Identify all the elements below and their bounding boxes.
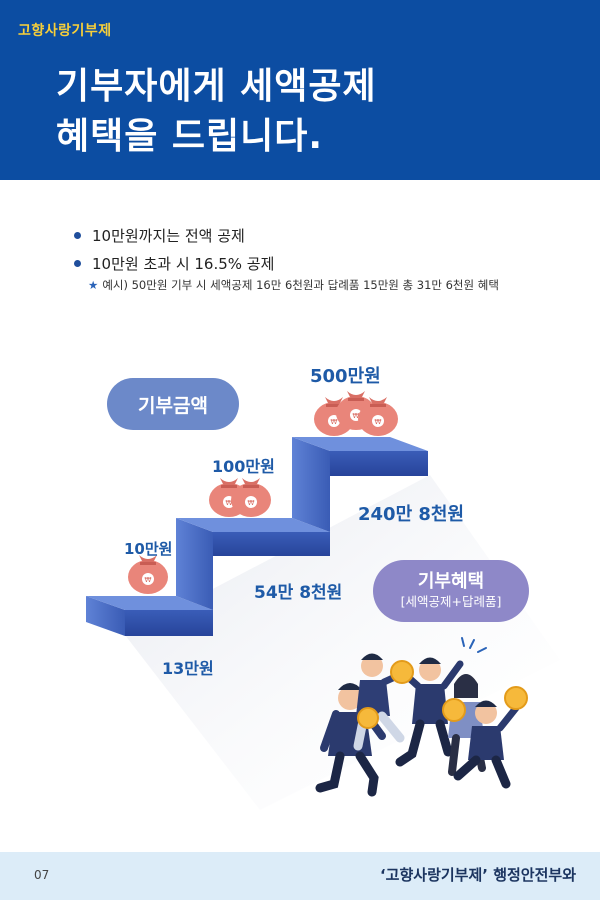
money-bag-icon: ₩	[231, 478, 271, 517]
list-item: 10만원까지는 전액 공제	[74, 222, 274, 250]
won-symbol: ₩	[331, 418, 338, 426]
step-1-benefit: 13만원	[162, 659, 214, 678]
step-3-front	[330, 451, 428, 476]
benefit-pill-title: 기부혜택	[417, 571, 485, 592]
brand-label: 고향사랑기부제	[18, 23, 112, 39]
won-symbol: ₩	[145, 576, 152, 584]
footer-bar: 07 ‘고향사랑기부제’ 행정안전부와	[0, 852, 600, 900]
money-bag-icon: ₩	[128, 555, 168, 594]
example-note: ★ 예시) 50만원 기부 시 세액공제 16만 6천원과 답례품 15만원 총 …	[88, 278, 499, 292]
step-1-top	[86, 596, 213, 610]
page-number: 07	[34, 868, 50, 882]
money-bags: ₩ ₩ ₩ ₩ ₩ ₩	[128, 391, 398, 594]
step-3-top	[292, 437, 428, 451]
donation-amount-pill: 기부금액	[107, 378, 239, 430]
step-2-benefit: 54만 8천원	[254, 583, 343, 603]
star-icon: ★	[88, 278, 99, 292]
stair-shadow	[125, 475, 560, 810]
won-symbol: ₩	[248, 499, 255, 507]
step-1-front	[125, 610, 213, 636]
won-symbol: ₩	[353, 412, 360, 420]
won-symbol: ₩	[226, 499, 233, 507]
coin-icon	[390, 660, 414, 684]
celebrating-people-illustration	[315, 637, 528, 797]
step-1-amount: 10만원	[124, 540, 173, 558]
page-title: 기부자에게 세액공제 혜택을 드립니다.	[56, 62, 377, 162]
step-2-front	[213, 532, 330, 556]
step-3-riser	[292, 437, 330, 532]
money-bag-icon: ₩	[358, 397, 398, 436]
step-3-amount: 500만원	[310, 366, 381, 387]
title-line-1: 기부자에게 세액공제	[56, 66, 377, 107]
staircase-illustration: ₩ ₩ ₩ ₩ ₩ ₩	[86, 391, 560, 810]
step-2-riser	[176, 518, 213, 610]
won-symbol: ₩	[375, 418, 382, 426]
list-item: 10만원 초과 시 16.5% 공제	[74, 250, 274, 278]
benefit-pill-subtitle: [세액공제+답례품]	[400, 594, 502, 609]
title-line-2: 혜택을 드립니다.	[56, 116, 324, 157]
step-1-riser	[86, 596, 125, 636]
step-2-top	[176, 518, 330, 532]
bullet-dot-icon	[74, 260, 81, 267]
bullet-dot-icon	[74, 232, 81, 239]
donation-benefit-pill: 기부혜택 [세액공제+답례품]	[373, 560, 529, 622]
header-banner: 고향사랑기부제 기부자에게 세액공제 혜택을 드립니다.	[0, 0, 600, 180]
coin-icon	[504, 686, 528, 710]
step-3-benefit: 240만 8천원	[358, 504, 465, 525]
step-2-amount: 100만원	[212, 457, 275, 476]
coin-icon	[357, 707, 379, 729]
footer-credit: ‘고향사랑기부제’ 행정안전부와	[379, 866, 576, 884]
coin-icon	[442, 698, 466, 722]
benefit-list: 10만원까지는 전액 공제 10만원 초과 시 16.5% 공제	[74, 222, 274, 278]
